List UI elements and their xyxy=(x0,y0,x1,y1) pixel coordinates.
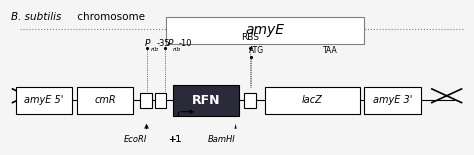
Text: BamHI: BamHI xyxy=(208,135,236,144)
FancyBboxPatch shape xyxy=(155,93,166,108)
Text: B. subtilis: B. subtilis xyxy=(11,12,61,22)
Text: amyE 5': amyE 5' xyxy=(24,95,64,105)
Text: +1: +1 xyxy=(168,135,182,144)
Text: amyE: amyE xyxy=(246,23,285,37)
FancyBboxPatch shape xyxy=(166,17,364,44)
FancyBboxPatch shape xyxy=(265,87,359,114)
FancyBboxPatch shape xyxy=(173,85,239,116)
FancyBboxPatch shape xyxy=(244,93,256,108)
Text: rib: rib xyxy=(150,47,159,52)
Text: chromosome: chromosome xyxy=(74,12,146,22)
Text: -35: -35 xyxy=(157,39,171,48)
Text: cmR: cmR xyxy=(94,95,116,105)
Text: TAA: TAA xyxy=(323,46,337,55)
Text: ATG: ATG xyxy=(249,46,264,55)
Text: -10: -10 xyxy=(179,39,192,48)
Text: RBS: RBS xyxy=(241,33,259,42)
Text: P: P xyxy=(145,39,150,48)
Text: +1: +1 xyxy=(168,135,182,144)
Text: P: P xyxy=(167,39,173,48)
Text: lacZ: lacZ xyxy=(302,95,323,105)
Text: rib: rib xyxy=(173,47,181,52)
Text: EcoRI: EcoRI xyxy=(124,135,147,144)
Text: RFN: RFN xyxy=(192,94,220,107)
FancyBboxPatch shape xyxy=(364,87,421,114)
Text: +1: +1 xyxy=(168,135,182,144)
FancyBboxPatch shape xyxy=(16,87,72,114)
FancyBboxPatch shape xyxy=(140,93,152,108)
Text: amyE 3': amyE 3' xyxy=(373,95,412,105)
FancyBboxPatch shape xyxy=(77,87,133,114)
